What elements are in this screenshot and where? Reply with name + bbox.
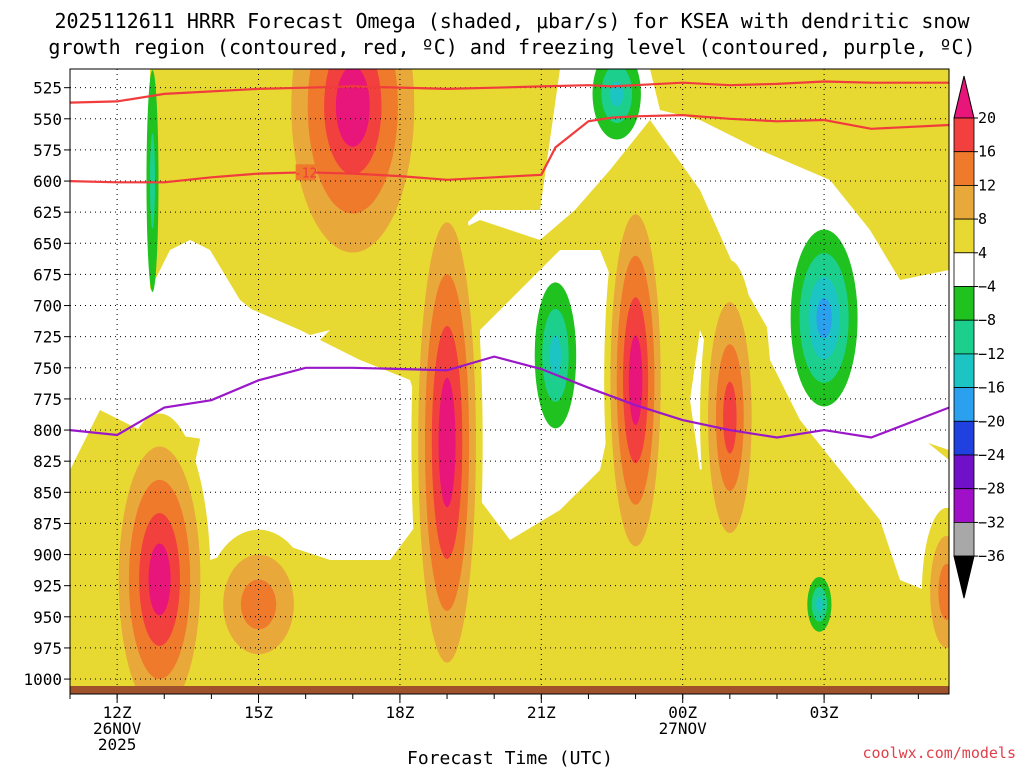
omega-contour-low-lift-29z-12 [938, 563, 949, 620]
y-tick-label-1000: 1000 [23, 670, 62, 689]
y-tick-label-625: 625 [33, 203, 62, 222]
omega-neutral-zone-1 [180, 300, 425, 560]
y-tick-label-950: 950 [33, 608, 62, 627]
y-tick-label-925: 925 [33, 577, 62, 596]
y-tick-label-900: 900 [33, 546, 62, 565]
omega-neutral-zone-3 [70, 69, 150, 300]
omega-contour-sink-13z-neg8 [149, 133, 156, 229]
y-tick-label-525: 525 [33, 79, 62, 98]
omega-contour-tower-23z-20 [628, 335, 643, 426]
colorbar-label-3: 8 [978, 210, 987, 228]
colorbar-label-10: −24 [978, 446, 1005, 464]
colorbar-label-2: 12 [978, 176, 996, 194]
colorbar-swatch-10 [953, 420, 975, 456]
y-tick-label-650: 650 [33, 234, 62, 253]
y-tick-label-575: 575 [33, 141, 62, 160]
omega-contour-tower-19z-20 [438, 377, 456, 508]
colorbar-swatch-6 [953, 286, 975, 321]
colorbar-label-13: −36 [978, 547, 1005, 565]
contours: -12 [70, 80, 949, 439]
colorbar-label-9: −20 [978, 412, 1005, 430]
x-tick-label-12Z-3: 2025 [98, 735, 137, 754]
omega-contour-sink-02z-neg16 [816, 297, 832, 339]
y-tick-label-725: 725 [33, 328, 62, 347]
y-tick-label-700: 700 [33, 297, 62, 316]
colorbar-label-11: −28 [978, 480, 1005, 498]
y-tick-label-825: 825 [33, 452, 62, 471]
colorbar-swatch-5 [953, 252, 975, 287]
colorbar-label-7: −12 [978, 345, 1005, 363]
colorbar-top-arrow [953, 75, 975, 119]
colorbar-label-6: −8 [978, 311, 996, 329]
colorbar-label-0: 20 [978, 109, 996, 127]
chart-title-line2: growth region (contoured, red, ºC) and f… [48, 35, 975, 59]
credit-text: coolwx.com/models [862, 744, 1016, 762]
colorbar-swatch-1 [953, 117, 975, 153]
y-tick-label-775: 775 [33, 390, 62, 409]
x-tick-label-00Z-1: 00Z [668, 703, 697, 722]
y-tick-label-800: 800 [33, 421, 62, 440]
x-axis-label: Forecast Time (UTC) [407, 748, 613, 768]
x-tick-label-21Z-1: 21Z [527, 703, 556, 722]
colorbar-label-12: −32 [978, 513, 1005, 531]
colorbar-swatch-4 [953, 218, 975, 254]
colorbar-label-1: 16 [978, 143, 996, 161]
y-tick-label-750: 750 [33, 359, 62, 378]
dgz-bottom-contour [70, 113, 949, 184]
y-tick-label-600: 600 [33, 172, 62, 191]
colorbar-label-4: 4 [978, 244, 987, 262]
dgz-top-contour [70, 80, 949, 104]
colorbar-swatch-11 [953, 454, 975, 490]
x-tick-label-03Z-1: 03Z [810, 703, 839, 722]
colorbar-swatch-13 [953, 522, 975, 557]
y-tick-label-875: 875 [33, 514, 62, 533]
freezing-level-contour [70, 355, 949, 439]
colorbar: 20 16 12 8 4 −4 −8 −12 −16 −20 −24 −28 −32 −36 [953, 75, 1005, 599]
colorbar-label-8: −16 [978, 379, 1005, 397]
y-tick-label-550: 550 [33, 110, 62, 129]
chart-title-line1: 2025112611 HRRR Forecast Omega (shaded, … [54, 9, 970, 33]
omega-shading [70, 69, 949, 694]
colorbar-swatch-3 [953, 184, 975, 220]
omega-contour-sink-02z-low-neg12 [816, 596, 823, 612]
dgz-bottom-contour-label: -12 [294, 166, 317, 181]
terrain-strip [70, 686, 949, 694]
omega-band-4-upper-right [650, 69, 949, 280]
x-tick-label-00Z-2: 27NOV [659, 719, 708, 738]
plot-area: -12 [70, 69, 949, 694]
colorbar-swatch-9 [953, 387, 975, 422]
colorbar-swatch-7 [953, 319, 975, 355]
colorbar-swatch-2 [953, 151, 975, 186]
colorbar-swatch-8 [953, 353, 975, 388]
colorbar-label-5: −4 [978, 278, 996, 296]
colorbar-swatch-12 [953, 488, 975, 523]
x-tick-label-12Z-2: 26NOV [93, 719, 142, 738]
x-tick-label-12Z-1: 12Z [103, 703, 132, 722]
y-axis: 525 550 575 600 625 650 675 700 725 750 775 800 825 8… [23, 79, 70, 689]
colorbar-bottom-arrow [953, 555, 975, 599]
x-tick-label-18Z-1: 18Z [385, 703, 414, 722]
plot-frame [69, 68, 950, 695]
dgz-bottom-contour-label-bg [295, 164, 316, 181]
omega-contour-low-lift-12z-20 [148, 543, 171, 616]
omega-contour-upper-lift-17z-20 [335, 69, 370, 147]
grid-lines [70, 69, 949, 694]
y-tick-label-850: 850 [33, 483, 62, 502]
y-tick-label-675: 675 [33, 265, 62, 284]
omega-contour-band-25z-16 [723, 381, 737, 454]
y-tick-label-975: 975 [33, 639, 62, 658]
x-tick-label-15Z-1: 15Z [244, 703, 273, 722]
omega-contour-sink-21z-neg12 [549, 335, 562, 376]
